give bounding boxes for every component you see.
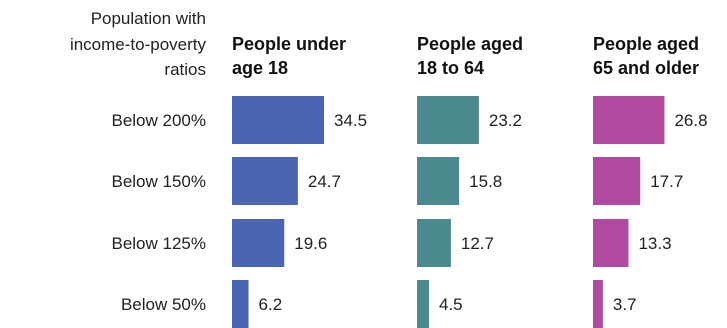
bar [232,219,285,267]
value-label: 34.5 [334,111,367,130]
value-label: 6.2 [259,295,283,314]
value-label: 4.5 [439,295,463,314]
bar [232,157,298,205]
panel-title-line: 18 to 64 [417,58,484,78]
bar [593,157,641,205]
value-label: 3.7 [613,295,637,314]
row-header-line: income-to-poverty [70,35,207,54]
row-header-line: Population with [91,9,206,28]
value-label: 24.7 [308,172,341,191]
bar [417,157,460,205]
bar [417,280,429,328]
bar [417,96,479,144]
category-label: Below 50% [121,295,206,314]
value-label: 15.8 [469,172,502,191]
value-label: 26.8 [674,111,707,130]
panel-title-line: age 18 [232,58,288,78]
bar [417,219,451,267]
value-label: 12.7 [461,234,494,253]
bar [593,219,629,267]
value-label: 19.6 [294,234,327,253]
bar [593,280,603,328]
panel-title-line: 65 and older [593,58,699,78]
value-label: 13.3 [638,234,671,253]
bar [593,96,665,144]
category-label: Below 150% [111,172,206,191]
panel-title-line: People aged [593,34,699,54]
value-label: 23.2 [489,111,522,130]
value-label: 17.7 [650,172,683,191]
bar [232,280,249,328]
row-header-line: ratios [164,60,206,79]
category-label: Below 200% [111,111,206,130]
category-label: Below 125% [111,234,206,253]
bar [232,96,324,144]
panel-title-line: People under [232,34,346,54]
panel-title-line: People aged [417,34,523,54]
